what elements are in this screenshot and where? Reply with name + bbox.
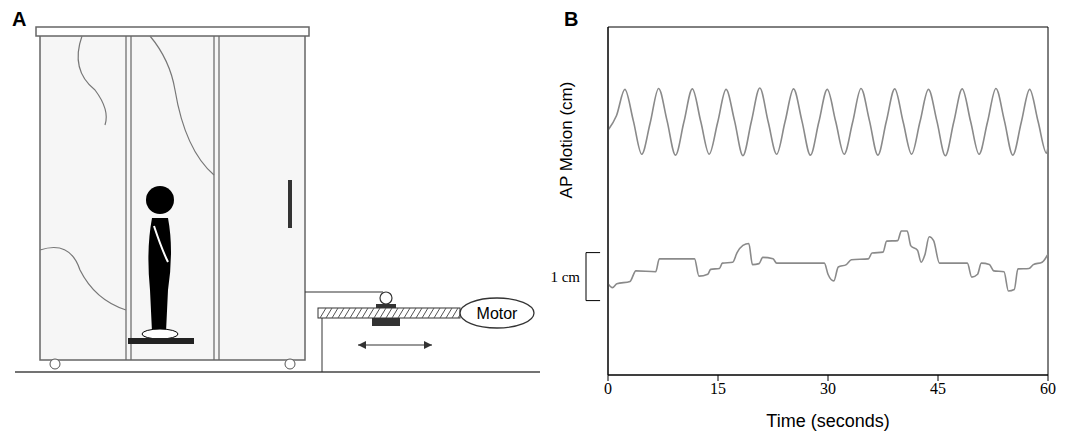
- html-text:AP Motion (cm): AP Motion (cm): [557, 81, 576, 199]
- svg-text:0: 0: [604, 380, 612, 397]
- html-text:B: B: [564, 8, 579, 30]
- svg-text:Motor: Motor: [477, 305, 519, 322]
- svg-text:15: 15: [710, 380, 726, 397]
- svg-text:30: 30: [820, 380, 836, 397]
- svg-text:60: 60: [1040, 380, 1056, 397]
- svg-text:45: 45: [930, 380, 946, 397]
- svg-text:A: A: [12, 8, 26, 30]
- svg-text:1 cm: 1 cm: [550, 269, 580, 285]
- svg-text:Time (seconds): Time (seconds): [766, 411, 889, 431]
